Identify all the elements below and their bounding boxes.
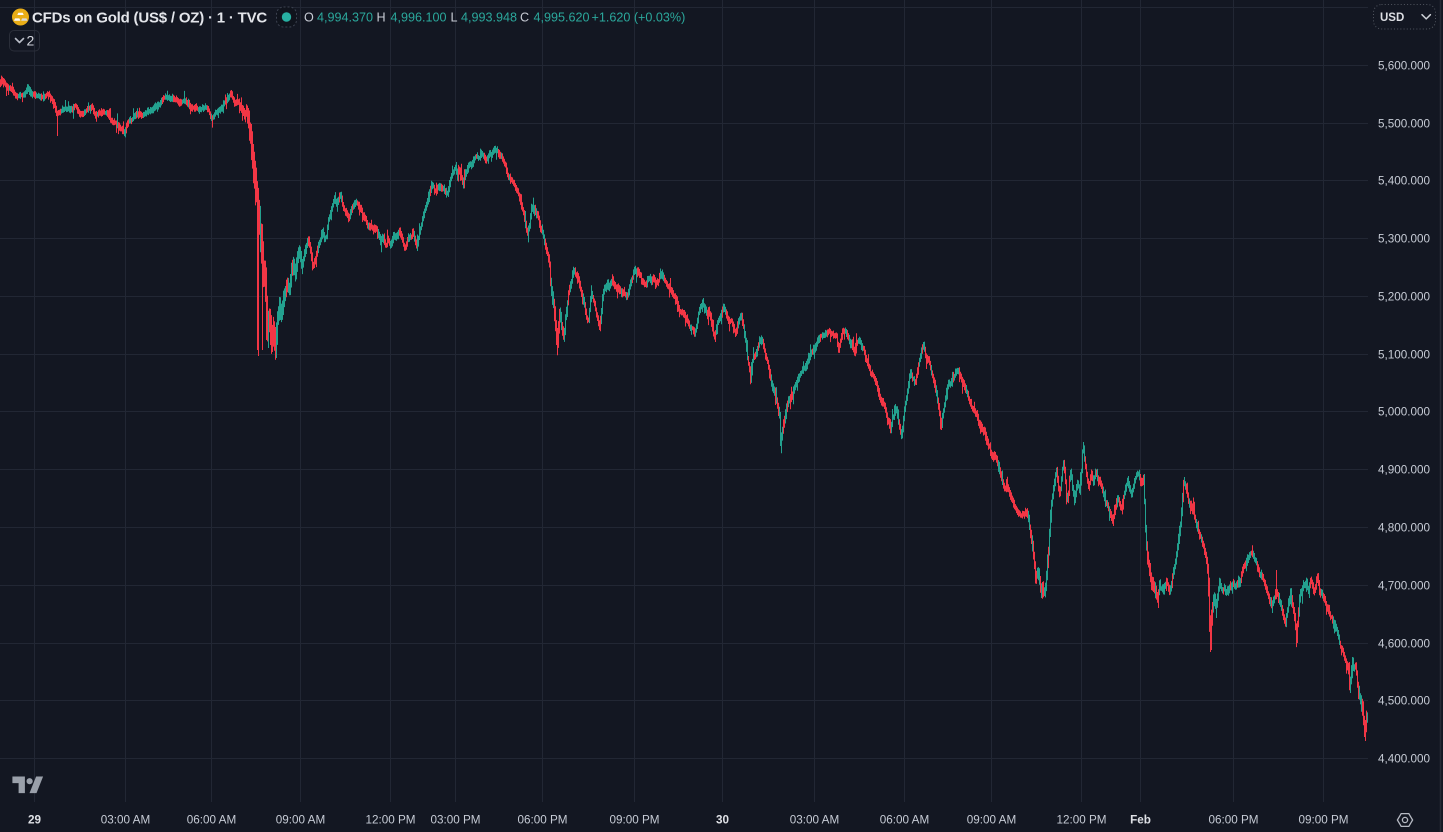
svg-text:06:00 PM: 06:00 PM [517, 814, 567, 827]
svg-text:06:00 PM: 06:00 PM [1208, 814, 1258, 827]
svg-text:29: 29 [28, 814, 42, 827]
svg-text:09:00 PM: 09:00 PM [1298, 814, 1348, 827]
svg-text:5,300.000: 5,300.000 [1378, 233, 1430, 246]
svg-text:03:00 AM: 03:00 AM [790, 814, 839, 827]
svg-text:USD: USD [1380, 12, 1404, 24]
svg-text:CFDs on Gold (US$ / OZ) · 1 ·: CFDs on Gold (US$ / OZ) · 1 · TVC [32, 10, 267, 27]
svg-text:5,400.000: 5,400.000 [1378, 175, 1430, 188]
svg-text:4,800.000: 4,800.000 [1378, 522, 1430, 535]
svg-text:30: 30 [716, 814, 730, 827]
svg-text:06:00 AM: 06:00 AM [187, 814, 236, 827]
svg-text:12:00 PM: 12:00 PM [365, 814, 415, 827]
svg-text:4,900.000: 4,900.000 [1378, 464, 1430, 477]
svg-text:09:00 AM: 09:00 AM [276, 814, 325, 827]
svg-text:09:00 PM: 09:00 PM [609, 814, 659, 827]
svg-text:5,200.000: 5,200.000 [1378, 291, 1430, 304]
svg-text:12:00 PM: 12:00 PM [1056, 814, 1106, 827]
svg-text:03:00 PM: 03:00 PM [430, 814, 480, 827]
svg-text:4,500.000: 4,500.000 [1378, 695, 1430, 708]
svg-text:5,100.000: 5,100.000 [1378, 349, 1430, 362]
svg-text:4,700.000: 4,700.000 [1378, 580, 1430, 593]
svg-text:2: 2 [27, 33, 35, 49]
svg-text:5,600.000: 5,600.000 [1378, 60, 1430, 73]
svg-text:03:00 AM: 03:00 AM [101, 814, 150, 827]
svg-text:4,600.000: 4,600.000 [1378, 638, 1430, 651]
svg-text:Feb: Feb [1130, 814, 1151, 827]
svg-text:09:00 AM: 09:00 AM [967, 814, 1016, 827]
svg-text:5,500.000: 5,500.000 [1378, 118, 1430, 131]
svg-text:4,400.000: 4,400.000 [1378, 753, 1430, 766]
svg-text:5,000.000: 5,000.000 [1378, 406, 1430, 419]
svg-text:06:00 AM: 06:00 AM [880, 814, 929, 827]
